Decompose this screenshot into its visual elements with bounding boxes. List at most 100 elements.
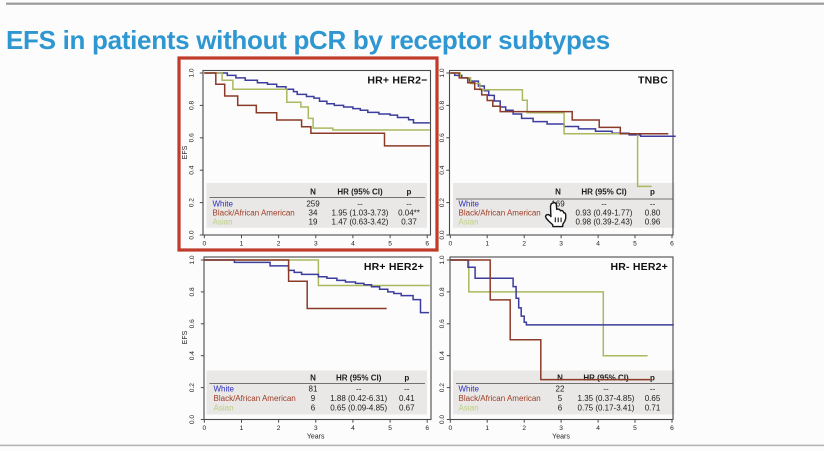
svg-text:1.47 (0.63-3.42): 1.47 (0.63-3.42) [332,218,389,227]
svg-text:Black/African American: Black/African American [214,394,296,403]
svg-text:0.6: 0.6 [439,319,446,328]
svg-text:HR (95% CI): HR (95% CI) [583,373,629,382]
svg-text:--: -- [650,385,656,394]
svg-text:0.80: 0.80 [645,209,661,218]
svg-text:0.0: 0.0 [189,415,196,424]
svg-text:--: -- [356,385,362,394]
svg-text:HR+ HER2−: HR+ HER2− [367,75,427,87]
svg-text:6: 6 [425,425,429,432]
svg-text:0.4: 0.4 [189,351,196,360]
svg-text:3: 3 [559,425,563,432]
svg-text:34: 34 [309,209,318,218]
svg-text:N: N [310,188,316,197]
svg-text:0.71: 0.71 [645,404,661,413]
svg-text:1.35 (0.37-4.85): 1.35 (0.37-4.85) [578,394,635,403]
svg-text:3: 3 [314,425,318,432]
svg-text:p: p [407,188,412,197]
svg-text:1: 1 [240,241,244,248]
svg-text:6: 6 [311,404,316,413]
svg-text:0: 0 [202,241,206,248]
svg-text:Asian: Asian [213,218,233,227]
svg-text:White: White [214,385,235,394]
svg-text:0: 0 [448,425,452,432]
svg-text:9: 9 [311,394,316,403]
svg-text:White: White [213,199,234,208]
svg-text:White: White [459,385,480,394]
svg-text:Asian: Asian [459,404,479,413]
svg-text:--: -- [603,385,609,394]
svg-text:3: 3 [559,241,563,248]
svg-text:1.0: 1.0 [439,68,446,77]
svg-text:0.6: 0.6 [189,319,196,328]
svg-text:3: 3 [314,241,318,248]
svg-text:0.2: 0.2 [189,383,196,392]
svg-text:TNBC: TNBC [638,75,668,87]
svg-text:0.37: 0.37 [401,218,417,227]
svg-text:0.98 (0.39-2.43): 0.98 (0.39-2.43) [576,218,633,227]
svg-text:0.75 (0.17-3.41): 0.75 (0.17-3.41) [578,404,635,413]
svg-text:N: N [557,373,563,382]
svg-text:4: 4 [351,425,355,432]
svg-text:5: 5 [388,425,392,432]
svg-text:p: p [650,188,655,197]
svg-text:Black/African American: Black/African American [213,209,295,218]
svg-text:N: N [310,373,316,382]
svg-text:1: 1 [485,425,489,432]
svg-text:4: 4 [596,241,600,248]
svg-text:5: 5 [558,394,563,403]
svg-text:1.0: 1.0 [189,68,196,77]
svg-text:N: N [555,188,561,197]
svg-text:0.65: 0.65 [645,394,661,403]
svg-text:169: 169 [551,199,565,208]
svg-text:6: 6 [558,404,563,413]
svg-text:1.88 (0.42-6.31): 1.88 (0.42-6.31) [330,394,387,403]
svg-text:4: 4 [596,425,600,432]
svg-text:22: 22 [556,385,565,394]
svg-text:0.2: 0.2 [189,198,196,207]
svg-text:HR (95% CI): HR (95% CI) [581,188,627,197]
svg-text:0.8: 0.8 [189,100,196,109]
svg-text:5: 5 [633,425,637,432]
svg-text:0.8: 0.8 [439,100,446,109]
svg-text:--: -- [650,199,656,208]
svg-text:5: 5 [388,241,392,248]
svg-text:0.4: 0.4 [439,351,446,360]
svg-text:0.4: 0.4 [439,165,446,174]
svg-text:0: 0 [202,425,206,432]
svg-text:0.93 (0.49-1.77): 0.93 (0.49-1.77) [576,209,633,218]
svg-text:6: 6 [670,425,674,432]
svg-text:0.0: 0.0 [439,415,446,424]
svg-text:0.8: 0.8 [189,287,196,296]
svg-text:0.8: 0.8 [439,287,446,296]
svg-text:19: 19 [309,218,318,227]
svg-text:6: 6 [670,241,674,248]
svg-text:Black/African American: Black/African American [459,209,541,218]
svg-text:0.67: 0.67 [399,404,415,413]
svg-text:--: -- [406,199,412,208]
svg-text:0.6: 0.6 [189,133,196,142]
svg-text:Years: Years [552,434,570,441]
svg-text:HR- HER2+: HR- HER2+ [610,261,668,273]
svg-text:6: 6 [425,241,429,248]
svg-text:Years: Years [307,434,325,441]
svg-text:1.95 (1.03-3.73): 1.95 (1.03-3.73) [332,209,389,218]
svg-text:0.6: 0.6 [439,133,446,142]
svg-text:Black/African American: Black/African American [459,394,541,403]
svg-text:0.65 (0.09-4.85): 0.65 (0.09-4.85) [330,404,387,413]
svg-text:2: 2 [522,425,526,432]
svg-text:0.0: 0.0 [189,230,196,239]
svg-text:p: p [404,373,409,382]
svg-text:--: -- [404,385,410,394]
svg-text:HR (95% CI): HR (95% CI) [337,188,383,197]
svg-text:EFS: EFS [182,145,189,159]
svg-text:2: 2 [277,241,281,248]
svg-text:259: 259 [306,199,320,208]
svg-text:--: -- [357,199,363,208]
svg-text:White: White [459,199,480,208]
svg-text:0.2: 0.2 [439,198,446,207]
svg-text:0.04**: 0.04** [398,209,420,218]
svg-text:1: 1 [485,241,489,248]
svg-text:5: 5 [633,241,637,248]
svg-text:1: 1 [240,425,244,432]
svg-text:p: p [650,373,655,382]
